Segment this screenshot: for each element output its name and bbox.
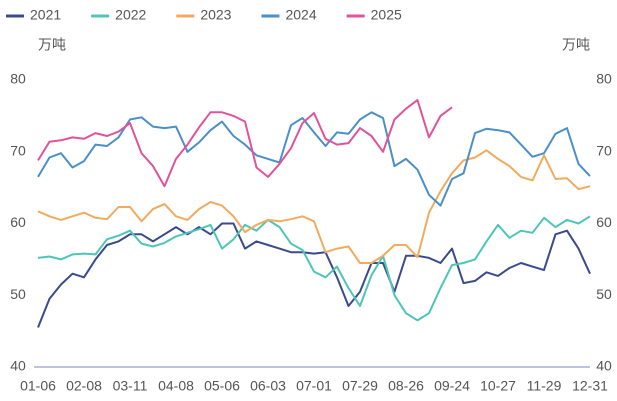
y-unit: 万吨 — [38, 37, 66, 53]
x-tick-label: 07-29 — [342, 378, 378, 394]
x-tick-label: 07-01 — [296, 378, 332, 394]
y-tick-label: 80 — [10, 71, 26, 87]
x-tick-label: 12-31 — [572, 378, 608, 394]
series-line — [37, 149, 591, 264]
y-tick-label: 40 — [10, 358, 26, 374]
x-tick-label: 09-24 — [434, 378, 470, 394]
y2-tick-label: 70 — [596, 142, 612, 158]
x-tick-label: 11-29 — [527, 378, 562, 394]
series-line — [37, 111, 591, 207]
x-tick-label: 05-06 — [204, 378, 240, 394]
x-tick-label: 10-27 — [480, 378, 516, 394]
y-tick-label: 50 — [10, 286, 26, 302]
x-tick-label: 02-08 — [66, 378, 102, 394]
y2-unit: 万吨 — [562, 37, 590, 53]
y2-tick-label: 80 — [596, 71, 612, 87]
legend-label: 2025 — [371, 7, 402, 23]
x-tick-label: 08-26 — [388, 378, 424, 394]
series-line — [37, 215, 591, 322]
y2-tick-label: 50 — [596, 286, 612, 302]
x-tick-label: 06-03 — [250, 378, 286, 394]
series-line — [37, 222, 591, 328]
x-tick-label: 04-08 — [158, 378, 194, 394]
legend-label: 2023 — [200, 7, 231, 23]
y-tick-label: 70 — [10, 142, 26, 158]
y-tick-label: 60 — [10, 214, 26, 230]
y2-tick-label: 40 — [596, 358, 612, 374]
legend-label: 2022 — [115, 7, 146, 23]
x-tick-label: 03-11 — [113, 378, 148, 394]
series-line — [37, 99, 453, 188]
legend-label: 2021 — [30, 7, 61, 23]
y2-tick-label: 60 — [596, 214, 612, 230]
x-tick-label: 01-06 — [20, 378, 56, 394]
legend-label: 2024 — [285, 7, 316, 23]
